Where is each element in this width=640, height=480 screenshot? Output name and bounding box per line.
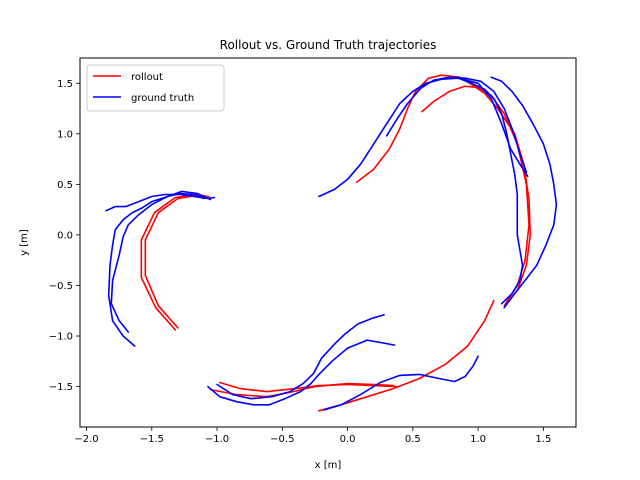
x-tick-label: 0.0 bbox=[340, 434, 356, 445]
x-tick-label: −1.5 bbox=[140, 434, 164, 445]
ticks-layer: −2.0 −1.5 −1.0 −0.5 0.0 0.5 1.0 1.5 −1.5 −1.0 −0.5… bbox=[49, 79, 552, 445]
legend-label-rollout: rollout bbox=[131, 72, 163, 83]
axes-frame bbox=[79, 57, 577, 428]
plot-layer bbox=[105, 74, 558, 412]
chart-title: Rollout vs. Ground Truth trajectories bbox=[220, 38, 437, 52]
ground-truth-trajectory-9 bbox=[216, 313, 385, 400]
x-tick-label: −2.0 bbox=[74, 434, 98, 445]
legend-box bbox=[86, 64, 225, 112]
y-axis-label: y [m] bbox=[19, 229, 30, 256]
ground-truth-trajectory-2 bbox=[107, 192, 205, 347]
rollout-trajectory-4 bbox=[421, 85, 530, 305]
x-tick-label: 0.5 bbox=[405, 434, 421, 445]
x-tick-label: −1.0 bbox=[205, 434, 229, 445]
ground-truth-trajectory-5 bbox=[385, 76, 528, 173]
ground-truth-trajectory-4 bbox=[318, 77, 529, 198]
x-tick-label: 1.5 bbox=[535, 434, 551, 445]
ground-truth-trajectory-7 bbox=[457, 77, 524, 305]
rollout-trajectory-6 bbox=[209, 382, 395, 398]
ground-truth-trajectory-3 bbox=[110, 190, 212, 333]
y-tick-label: 1.0 bbox=[57, 129, 73, 140]
ground-truth-trajectory-8 bbox=[207, 339, 396, 406]
y-tick-label: 0.5 bbox=[57, 180, 73, 191]
rollout-trajectory-7 bbox=[318, 299, 495, 412]
x-tick-label: −0.5 bbox=[270, 434, 294, 445]
ground-truth-trajectory-6 bbox=[490, 76, 558, 309]
legend: rollout ground truth bbox=[86, 64, 225, 112]
ground-truth-trajectory-10 bbox=[323, 355, 479, 411]
x-tick-label: 1.0 bbox=[470, 434, 486, 445]
rollout-trajectory-3 bbox=[355, 74, 532, 307]
y-tick-label: −1.5 bbox=[49, 382, 73, 393]
y-tick-label: −1.0 bbox=[49, 332, 73, 343]
legend-label-ground-truth: ground truth bbox=[131, 93, 194, 104]
y-tick-label: 1.5 bbox=[57, 79, 73, 90]
y-tick-label: −0.5 bbox=[49, 281, 73, 292]
x-axis-label: x [m] bbox=[315, 460, 342, 471]
y-tick-label: 0.0 bbox=[57, 230, 73, 241]
